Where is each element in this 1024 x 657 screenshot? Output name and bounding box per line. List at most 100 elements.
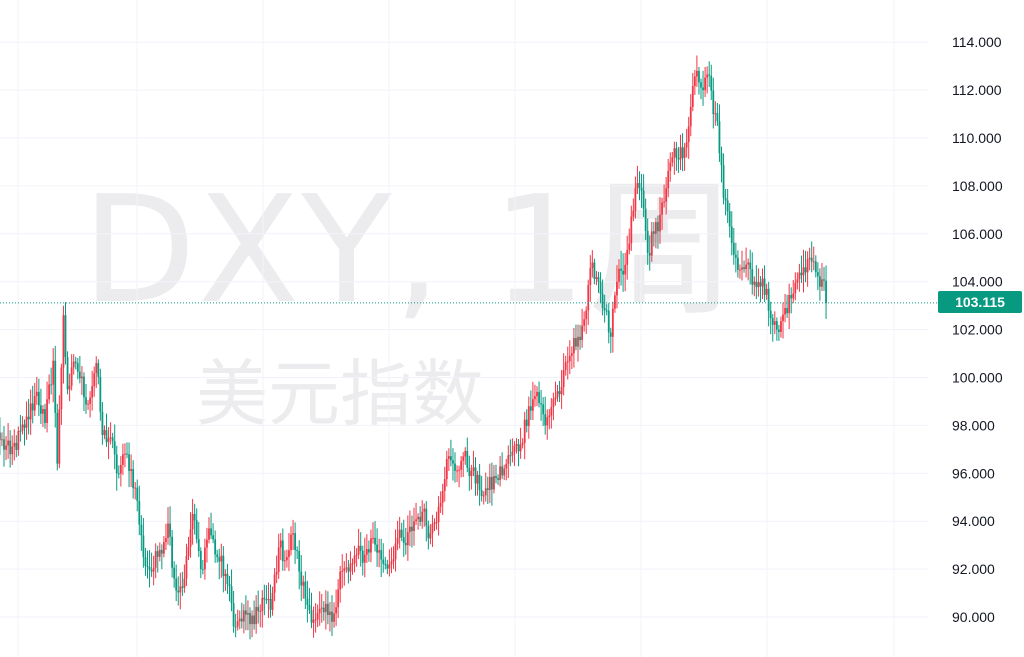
candle-body [450, 456, 452, 461]
candle [341, 554, 344, 589]
candle [257, 590, 260, 624]
candle-body [607, 310, 610, 333]
candle [560, 370, 563, 410]
candle-body [431, 524, 434, 534]
candle [343, 561, 346, 586]
candle [95, 356, 98, 388]
candle [589, 255, 592, 302]
candle [626, 235, 629, 280]
candle-body [232, 603, 235, 627]
candle-body [253, 615, 255, 625]
candle-body [134, 487, 137, 489]
candle [394, 529, 397, 572]
candle-body [240, 618, 243, 622]
candle-body [775, 321, 778, 330]
candle-body [396, 537, 399, 544]
candle-body [238, 618, 241, 622]
y-tick-label: 104.000 [952, 274, 1003, 290]
candle [122, 443, 124, 475]
candle [411, 515, 413, 548]
candle [148, 550, 151, 588]
candle-body [105, 430, 108, 443]
candle [40, 388, 42, 424]
candle-body [548, 415, 551, 418]
candle [661, 197, 663, 230]
candle-body [171, 536, 173, 568]
candle-body [281, 540, 284, 562]
candle [677, 147, 680, 173]
candle [271, 586, 274, 616]
candle-body [140, 524, 143, 536]
candle [15, 435, 18, 458]
candle [704, 66, 706, 98]
candle [140, 515, 143, 551]
candle-body [640, 187, 643, 191]
candle [242, 604, 245, 634]
candle [64, 302, 67, 365]
candle [160, 544, 163, 570]
candle-body [146, 566, 149, 568]
candle [734, 242, 737, 273]
candle [349, 551, 352, 582]
candle [558, 380, 561, 403]
candle [214, 530, 217, 563]
candle [464, 447, 467, 465]
candle-body [546, 417, 549, 426]
price-axis[interactable]: 90.000 92.000 94.000 96.000 98.000 100.000 102… [952, 0, 1003, 625]
y-tick-label: 102.000 [952, 322, 1003, 338]
candle-body [804, 267, 807, 273]
candle [25, 401, 28, 440]
candle [730, 211, 733, 256]
candle [216, 549, 219, 563]
candle-body [720, 153, 723, 166]
candle-body [525, 419, 528, 426]
candle-body [85, 397, 87, 405]
candle-body [542, 404, 545, 415]
candle [306, 580, 309, 623]
candle-body [466, 450, 469, 468]
candle-body [751, 269, 754, 285]
candle-body [595, 277, 598, 280]
candle-body [154, 551, 157, 568]
candle-body [761, 278, 764, 287]
candle-body [669, 162, 672, 171]
candle [70, 354, 73, 391]
candle [146, 550, 149, 579]
candle [523, 411, 526, 460]
candle-body [734, 254, 737, 258]
candle [575, 324, 577, 351]
candle [279, 532, 282, 561]
candle [814, 255, 817, 278]
candle-body [25, 416, 28, 428]
candle-body [400, 529, 403, 538]
candle-body [509, 455, 512, 457]
candle-body [755, 281, 758, 288]
watermark-instrument-name: 美元指数 [196, 352, 485, 436]
candle [288, 533, 290, 572]
candle-body [126, 453, 128, 455]
candle [540, 389, 542, 421]
candle-body [132, 468, 135, 489]
candle [101, 402, 104, 445]
candle-body [460, 460, 463, 470]
candle [648, 235, 651, 271]
candle [316, 604, 319, 628]
candle [581, 308, 583, 348]
candle [87, 400, 89, 410]
candle [599, 272, 602, 303]
candle-body [718, 121, 721, 154]
candle-body [324, 603, 327, 613]
candle [259, 604, 262, 628]
candle-body [37, 391, 40, 406]
candle-body [778, 329, 780, 332]
candle [292, 519, 294, 551]
candle [402, 519, 405, 557]
candle [638, 171, 641, 201]
candle [628, 228, 631, 255]
candle-body [300, 571, 303, 586]
candle [210, 512, 212, 540]
candle-body [812, 261, 815, 263]
candle-body [224, 573, 227, 577]
